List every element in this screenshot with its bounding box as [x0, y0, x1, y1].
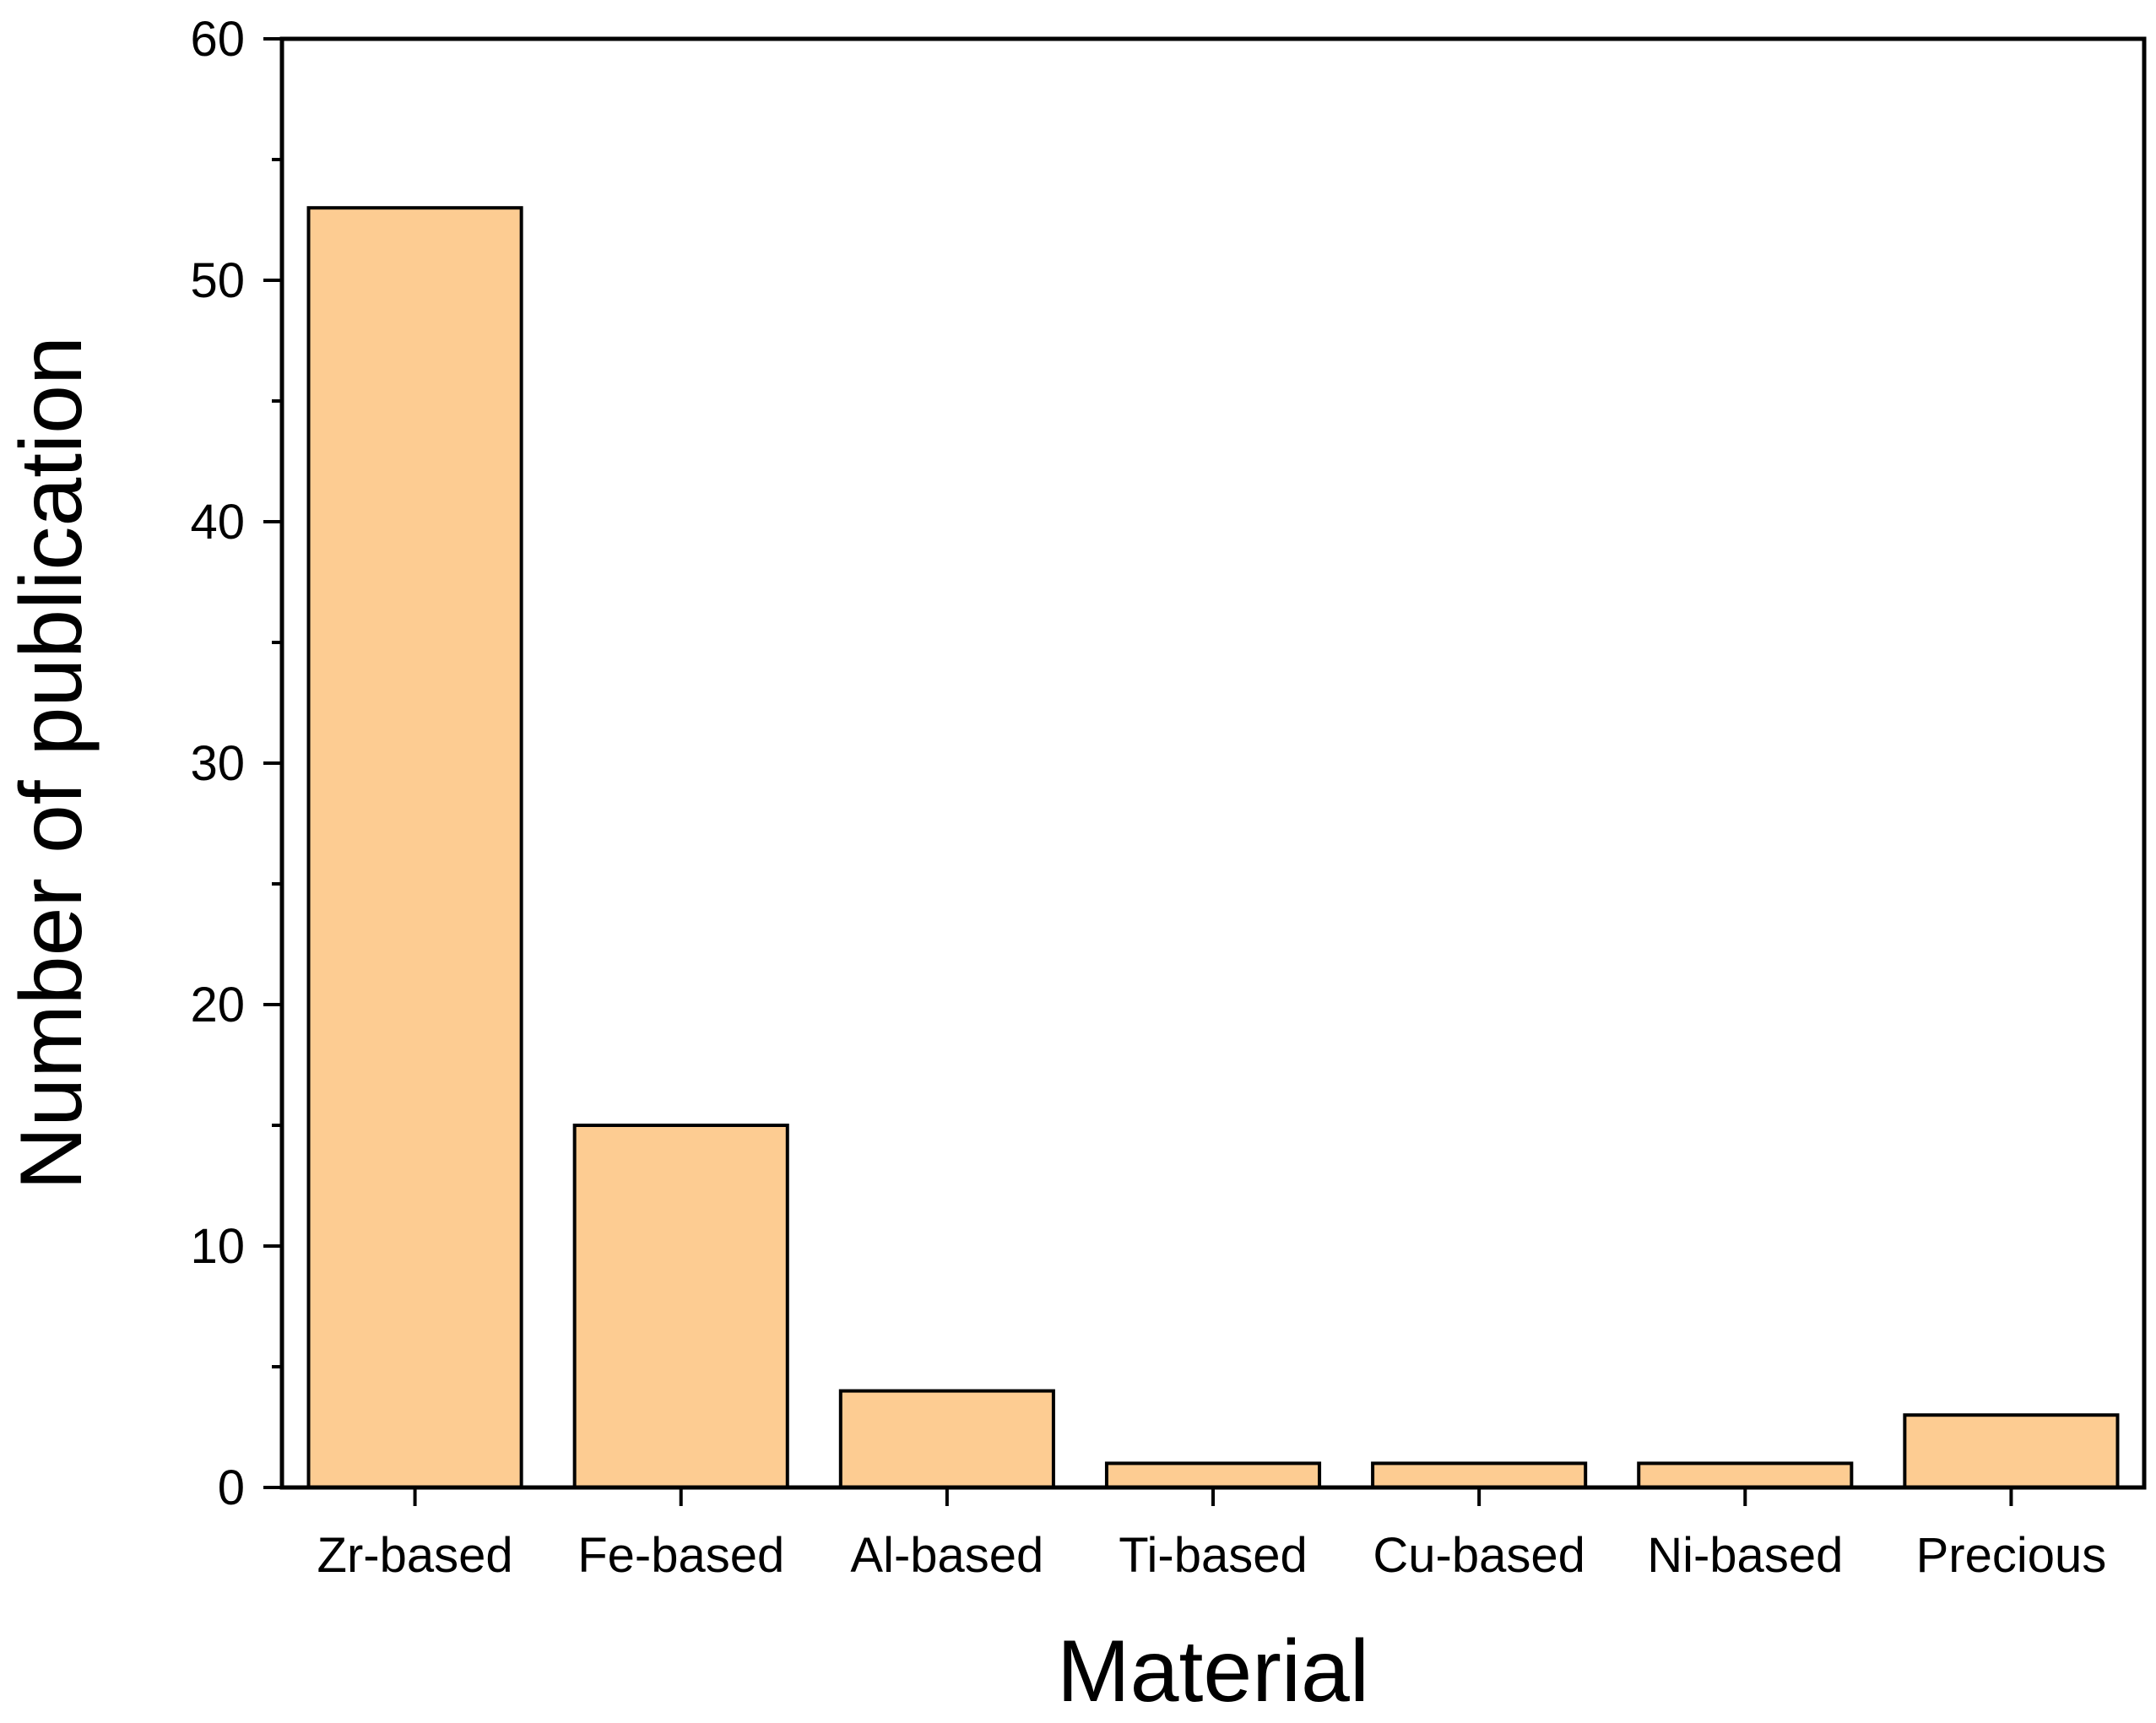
y-tick-label: 10: [190, 1219, 245, 1274]
x-tick-label: Cu-based: [1373, 1528, 1584, 1583]
x-axis-title: Material: [1057, 1623, 1369, 1720]
bar-ti-based: [1104, 1461, 1322, 1490]
bar-ni-based: [1637, 1461, 1854, 1490]
bars-group: [306, 206, 2120, 1490]
bar-cu-based: [1371, 1461, 1588, 1490]
x-ticks-group: Zr-based Fe-based Al-based Ti-based Cu-based…: [317, 1487, 2107, 1583]
bar-fe-based: [572, 1124, 789, 1489]
y-tick-label: 40: [190, 495, 245, 550]
y-tick-label: 0: [218, 1460, 245, 1515]
x-tick-label: Ti-based: [1119, 1528, 1308, 1583]
x-tick-label: Precious: [1916, 1528, 2107, 1583]
y-axis-title: Number of publication: [3, 336, 100, 1190]
plot-frame: [279, 36, 2147, 1490]
bar-al-based: [838, 1389, 1055, 1489]
y-tick-label: 50: [190, 253, 245, 308]
y-tick-label: 20: [190, 978, 245, 1032]
y-ticks-group: 0 10 20 30 40 50 60: [190, 12, 282, 1515]
x-tick-label: Al-based: [850, 1528, 1043, 1583]
bar-precious: [1903, 1413, 2120, 1489]
x-tick-label: Fe-based: [577, 1528, 784, 1583]
y-tick-label: 30: [190, 736, 245, 791]
x-tick-label: Ni-based: [1647, 1528, 1843, 1583]
y-tick-label: 60: [190, 12, 245, 67]
x-tick-label: Zr-based: [317, 1528, 513, 1583]
bar-zr-based: [306, 206, 523, 1490]
